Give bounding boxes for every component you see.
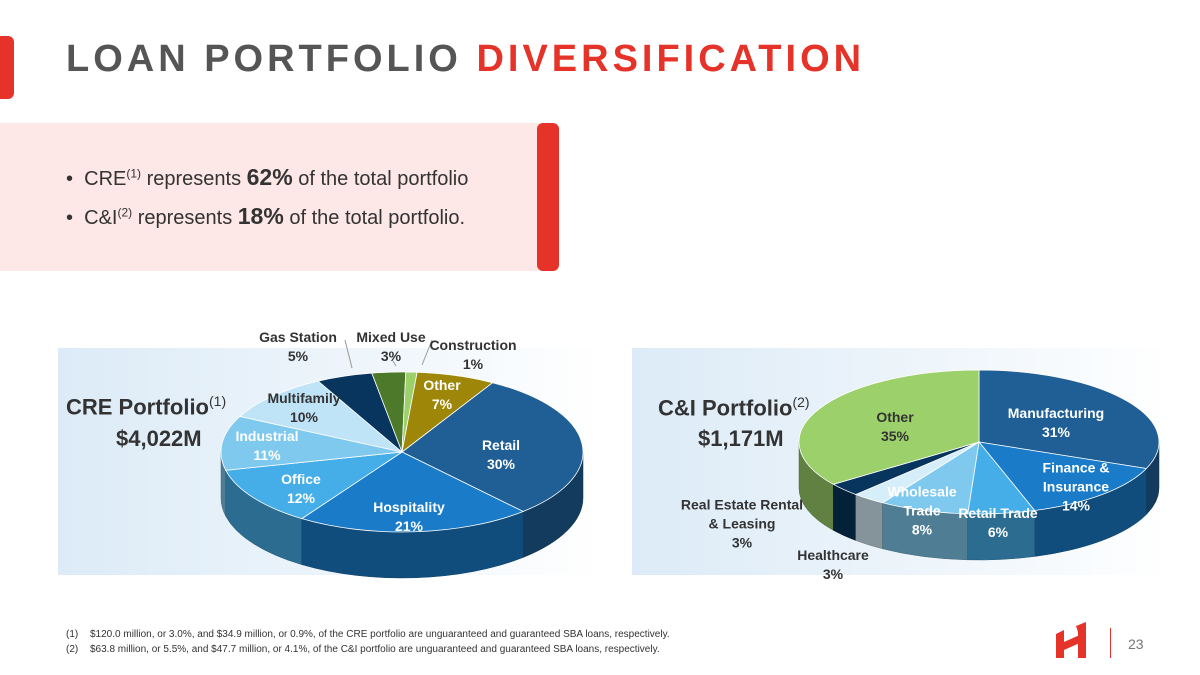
bullet-ci-suffix: of the total portfolio. xyxy=(283,207,466,229)
bullet-cre-mid: represents xyxy=(141,168,247,190)
ci-label-other: Other 35% xyxy=(876,409,914,444)
cre-label-hospitality: Hospitality 21% xyxy=(373,499,445,534)
bullet-ci-value: 18% xyxy=(237,203,284,229)
footnote-2-text: $63.8 million, or 5.5%, and $47.7 millio… xyxy=(90,644,660,655)
cre-leader-construction xyxy=(421,339,433,366)
bullet-cre-value: 62% xyxy=(246,164,293,190)
summary-callout xyxy=(0,123,548,271)
ci-portfolio-name: C&I Portfolio xyxy=(658,395,793,421)
ci-portfolio-title: C&I Portfolio(2) xyxy=(658,394,810,421)
bullet-ci: • C&I(2) represents 18% of the total por… xyxy=(66,203,466,229)
bullet-cre-sup: (1) xyxy=(126,166,142,181)
cre-label-office: Office 12% xyxy=(281,471,321,506)
footer-divider xyxy=(1110,628,1111,658)
title-part2: DIVERSIFICATION xyxy=(476,38,866,80)
ci-portfolio-sup: (2) xyxy=(792,394,810,410)
cre-label-construction: Construction 1% xyxy=(429,337,516,372)
ci-label-retail-trade: Retail Trade 6% xyxy=(958,505,1038,540)
cre-label-mixed-use: Mixed Use 3% xyxy=(356,329,425,364)
footnote-1-text: $120.0 million, or 3.0%, and $34.9 milli… xyxy=(90,629,670,640)
ci-label-healthcare: Healthcare 3% xyxy=(797,547,869,582)
page-number: 23 xyxy=(1128,636,1144,652)
ci-slice-side-healthcare xyxy=(855,494,883,550)
cre-label-other: Other 7% xyxy=(423,377,461,412)
cre-portfolio-name: CRE Portfolio xyxy=(66,394,209,420)
accent-tab xyxy=(0,36,14,99)
cre-label-multifamily: Multifamily 10% xyxy=(267,390,340,425)
cre-label-retail: Retail 30% xyxy=(482,437,520,472)
bullet-ci-mid: represents xyxy=(132,207,238,229)
bullet-ci-sup: (2) xyxy=(117,205,133,220)
ci-slice-other xyxy=(798,369,980,485)
bullet-ci-prefix: C&I xyxy=(84,207,118,229)
ci-portfolio-total: $1,171M xyxy=(698,426,784,451)
bullet-cre-prefix: CRE xyxy=(84,168,127,190)
cre-portfolio-sup: (1) xyxy=(209,393,227,409)
cre-label-industrial: Industrial 11% xyxy=(235,428,298,463)
footnotes: (1) $120.0 million, or 3.0%, and $34.9 mi… xyxy=(66,627,670,657)
ci-slice-wholesale-trade xyxy=(881,441,980,515)
cre-portfolio-total: $4,022M xyxy=(116,426,202,451)
ci-label-finance-insurance: Finance & Insurance 14% xyxy=(1043,460,1110,514)
bullet-cre-suffix: of the total portfolio xyxy=(292,168,469,190)
cre-slice-hospitality xyxy=(300,451,525,533)
ci-pie: Manufacturing 31% Finance & Insurance 14%Ret… xyxy=(681,369,1160,582)
cre-slice-retail xyxy=(401,382,584,512)
cre-slice-industrial xyxy=(220,415,403,471)
cre-slice-other xyxy=(401,371,494,453)
cre-slice-multifamily xyxy=(239,380,403,453)
cre-slice-office xyxy=(225,451,403,520)
callout-accent-bar xyxy=(537,123,559,271)
footnote-2: (2) $63.8 million, or 5.5%, and $47.7 mil… xyxy=(66,642,670,657)
cre-leader-mixed-use xyxy=(392,360,397,367)
page-title: LOAN PORTFOLIO DIVERSIFICATION xyxy=(66,38,865,81)
cre-portfolio-title: CRE Portfolio(1) xyxy=(66,393,226,420)
cre-pie: Retail 30% Hospitality 21% Office 12% Industri… xyxy=(220,329,584,579)
ci-label-real-estate-rental-leasing: Real Estate Rental & Leasing 3% xyxy=(681,497,803,551)
cre-label-gas-station: Gas Station 5% xyxy=(259,329,337,364)
footnote-2-number: (2) xyxy=(66,644,79,655)
bullet-cre: • CRE(1) represents 62% of the total por… xyxy=(66,164,469,190)
company-logo-icon xyxy=(1056,622,1086,658)
ci-label-wholesale-trade: Wholesale Trade 8% xyxy=(887,484,956,538)
ci-label-manufacturing: Manufacturing 31% xyxy=(1008,405,1104,440)
footnote-1-number: (1) xyxy=(66,629,79,640)
cre-leader-gas-station xyxy=(344,339,353,369)
ci-slice-manufacturing xyxy=(978,369,1160,469)
title-part1: LOAN PORTFOLIO xyxy=(66,38,462,80)
footnote-1: (1) $120.0 million, or 3.0%, and $34.9 mi… xyxy=(66,627,670,642)
